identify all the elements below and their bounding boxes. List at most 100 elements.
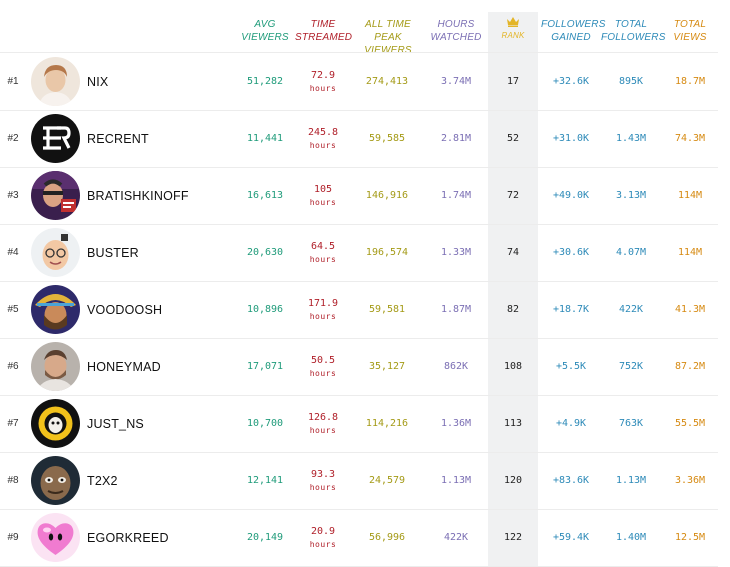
header-followers-gained[interactable]: FOLLOWERS GAINED [541,18,606,44]
header-total-views[interactable]: TOTAL VIEWS [664,18,716,44]
position: #6 [7,361,19,372]
followers-gained: +31.0K [552,133,590,144]
time-streamed: 171.9 hours [297,281,349,338]
total-views: 55.5M [674,418,706,429]
time-streamed-value: 64.5 [310,240,336,252]
total-views: 41.3M [674,304,706,315]
time-streamed-unit: hours [309,83,337,93]
header-followers-gained-line1: FOLLOWERS [541,19,606,30]
streamer-name[interactable]: BRATISHKINOFF [87,188,189,203]
table-row[interactable]: #8 T2X2 12,141 93.3 hours 24,579 1.13M 1… [0,452,718,510]
rank: 74 [506,247,520,258]
streamer-name[interactable]: BUSTER [87,245,139,260]
table-row[interactable]: #2 RECRENT 11,441 245.8 hours 59,585 2.8… [0,110,718,168]
avatar[interactable] [31,399,80,448]
rank: 82 [506,304,520,315]
hours-watched: 422K [443,532,469,543]
hours-watched: 1.13M [440,475,472,486]
avg-viewers: 17,071 [246,361,284,372]
avatar[interactable] [31,171,80,220]
header-time-streamed[interactable]: TIME STREAMED [295,18,353,44]
avg-viewers: 20,630 [246,247,284,258]
hours-watched: 1.33M [440,247,472,258]
table-row[interactable]: #7 JUST_NS 10,700 126.8 hours 114,216 1.… [0,395,718,453]
total-followers: 1.43M [615,133,647,144]
time-streamed-value: 126.8 [307,411,339,423]
table-row[interactable]: #3 BRATISHKINOFF 16,613 105 hours 146,91… [0,167,718,225]
followers-gained: +83.6K [552,475,590,486]
total-views: 114M [677,247,703,258]
position: #5 [7,304,19,315]
avatar[interactable] [31,342,80,391]
rank: 113 [503,418,523,429]
total-views: 18.7M [674,76,706,87]
total-followers: 3.13M [615,190,647,201]
time-streamed-value: 93.3 [310,468,336,480]
position: #9 [7,532,19,543]
header-time-streamed-line2: STREAMED [295,32,353,43]
avatar[interactable] [31,114,80,163]
total-views: 74.3M [674,133,706,144]
time-streamed: 64.5 hours [297,224,349,281]
time-streamed: 50.5 hours [297,338,349,395]
header-divider [0,52,718,53]
header-hours-watched[interactable]: HOURS WATCHED [430,18,482,44]
header-peak-viewers[interactable]: ALL TIME PEAK VIEWERS [352,18,424,57]
followers-gained: +49.0K [552,190,590,201]
header-avg-viewers[interactable]: AVG VIEWERS [240,18,290,44]
time-streamed-unit: hours [309,254,337,264]
time-streamed-value: 171.9 [307,297,339,309]
table-header: AVG VIEWERS TIME STREAMED ALL TIME PEAK … [0,0,730,56]
peak-viewers: 146,916 [365,190,409,201]
avatar[interactable] [31,456,80,505]
hours-watched: 1.74M [440,190,472,201]
peak-viewers: 35,127 [368,361,406,372]
table-row[interactable]: #1 NIX 51,282 72.9 hours 274,413 3.74M 1… [0,53,718,111]
streamer-name[interactable]: JUST_NS [87,416,144,431]
position: #4 [7,247,19,258]
rank: 120 [503,475,523,486]
rank: 108 [503,361,523,372]
header-peak-viewers-line1: ALL TIME PEAK [365,19,411,43]
hours-watched: 1.87M [440,304,472,315]
header-total-followers[interactable]: TOTAL FOLLOWERS [601,18,665,44]
rank-column-highlight [488,12,538,566]
total-followers: 1.40M [615,532,647,543]
time-streamed: 126.8 hours [297,395,349,452]
table-row[interactable]: #5 VOODOOSH 10,896 171.9 hours 59,581 1.… [0,281,718,339]
streamer-name[interactable]: HONEYMAD [87,359,161,374]
time-streamed: 93.3 hours [297,452,349,509]
crown-icon [507,17,519,27]
avatar[interactable] [31,285,80,334]
header-rank[interactable]: RANK [488,16,538,41]
streamer-name[interactable]: NIX [87,74,109,89]
followers-gained: +59.4K [552,532,590,543]
total-followers: 4.07M [615,247,647,258]
avatar[interactable] [31,513,80,562]
time-streamed-value: 20.9 [310,525,336,537]
total-views: 87.2M [674,361,706,372]
streamer-name[interactable]: RECRENT [87,131,149,146]
table-row[interactable]: #6 HONEYMAD 17,071 50.5 hours 35,127 862… [0,338,718,396]
time-streamed-value: 72.9 [310,69,336,81]
peak-viewers: 196,574 [365,247,409,258]
streamer-name[interactable]: T2X2 [87,473,118,488]
total-followers: 895K [618,76,644,87]
table-row[interactable]: #4 BUSTER 20,630 64.5 hours 196,574 1.33… [0,224,718,282]
time-streamed-unit: hours [309,311,337,321]
total-views: 3.36M [674,475,706,486]
table-row[interactable]: #9 EGORKREED 20,149 20.9 hours 56,996 42… [0,509,718,567]
hours-watched: 862K [443,361,469,372]
header-peak-viewers-line2: VIEWERS [364,45,412,56]
avatar[interactable] [31,57,80,106]
streamer-name[interactable]: VOODOOSH [87,302,163,317]
total-views: 12.5M [674,532,706,543]
rank: 122 [503,532,523,543]
time-streamed-unit: hours [309,425,337,435]
avatar[interactable] [31,228,80,277]
avg-viewers: 10,896 [246,304,284,315]
time-streamed: 20.9 hours [297,509,349,566]
time-streamed-value: 50.5 [310,354,336,366]
followers-gained: +18.7K [552,304,590,315]
streamer-name[interactable]: EGORKREED [87,530,169,545]
